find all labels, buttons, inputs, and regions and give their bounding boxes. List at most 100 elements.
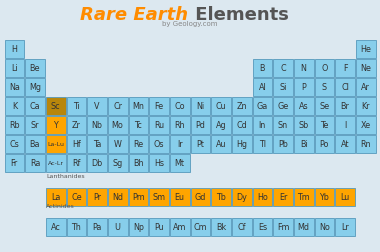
Text: U: U xyxy=(115,222,121,231)
Text: No: No xyxy=(319,222,330,231)
Text: Re: Re xyxy=(133,139,143,148)
Bar xyxy=(46,154,65,172)
Text: Ac: Ac xyxy=(51,222,60,231)
Bar xyxy=(252,59,272,77)
Text: B: B xyxy=(260,64,265,73)
Text: Lu: Lu xyxy=(340,192,350,201)
Text: Cm: Cm xyxy=(193,222,207,231)
Text: In: In xyxy=(259,120,266,130)
Text: Ag: Ag xyxy=(216,120,226,130)
Bar xyxy=(128,218,148,236)
Bar xyxy=(5,135,24,153)
Text: Xe: Xe xyxy=(361,120,371,130)
Bar xyxy=(190,97,210,115)
Bar xyxy=(294,218,314,236)
Bar xyxy=(273,59,293,77)
Text: Fr: Fr xyxy=(11,158,18,167)
Text: S: S xyxy=(322,83,327,92)
Text: Pa: Pa xyxy=(92,222,102,231)
Bar xyxy=(108,188,128,206)
Text: Elements: Elements xyxy=(189,6,289,24)
Text: Es: Es xyxy=(258,222,267,231)
Bar xyxy=(315,188,334,206)
Text: Er: Er xyxy=(279,192,287,201)
Text: Pu: Pu xyxy=(154,222,164,231)
Text: Ba: Ba xyxy=(30,139,40,148)
Text: Rn: Rn xyxy=(360,139,371,148)
Bar xyxy=(170,218,190,236)
Text: Yb: Yb xyxy=(320,192,329,201)
Text: Kr: Kr xyxy=(361,102,370,111)
Text: Zn: Zn xyxy=(236,102,247,111)
Text: Rare Earth: Rare Earth xyxy=(80,6,188,24)
Text: Al: Al xyxy=(258,83,266,92)
Text: Db: Db xyxy=(91,158,103,167)
Text: Hs: Hs xyxy=(154,158,164,167)
Bar xyxy=(128,116,148,134)
Bar xyxy=(356,116,375,134)
Text: Si: Si xyxy=(279,83,287,92)
Text: Np: Np xyxy=(133,222,144,231)
Text: Rb: Rb xyxy=(9,120,20,130)
Bar xyxy=(149,218,169,236)
Bar xyxy=(108,135,128,153)
Bar xyxy=(315,78,334,96)
Bar xyxy=(211,135,231,153)
Bar xyxy=(294,97,314,115)
Bar xyxy=(149,97,169,115)
Text: Tm: Tm xyxy=(297,192,310,201)
Text: N: N xyxy=(301,64,307,73)
Bar xyxy=(46,218,65,236)
Bar xyxy=(315,97,334,115)
Text: Br: Br xyxy=(340,102,350,111)
Text: Ac-Lr: Ac-Lr xyxy=(48,160,64,165)
Text: Hg: Hg xyxy=(236,139,247,148)
Bar xyxy=(149,188,169,206)
Text: Se: Se xyxy=(319,102,329,111)
Bar xyxy=(211,218,231,236)
Text: Ni: Ni xyxy=(196,102,204,111)
Bar xyxy=(190,218,210,236)
Bar xyxy=(190,116,210,134)
Bar xyxy=(87,116,107,134)
Text: Tl: Tl xyxy=(259,139,266,148)
Bar xyxy=(294,135,314,153)
Text: Pr: Pr xyxy=(93,192,101,201)
Bar xyxy=(356,78,375,96)
Bar xyxy=(87,188,107,206)
Text: Md: Md xyxy=(298,222,310,231)
Text: Eu: Eu xyxy=(175,192,185,201)
Bar xyxy=(87,97,107,115)
Bar xyxy=(5,154,24,172)
Text: Ce: Ce xyxy=(71,192,82,201)
Bar xyxy=(335,78,355,96)
Text: Nb: Nb xyxy=(92,120,103,130)
Bar xyxy=(46,188,65,206)
Text: Pm: Pm xyxy=(132,192,145,201)
Text: Nd: Nd xyxy=(112,192,123,201)
Text: Lr: Lr xyxy=(341,222,349,231)
Bar xyxy=(66,97,86,115)
Bar xyxy=(335,59,355,77)
Text: Ne: Ne xyxy=(360,64,371,73)
Bar xyxy=(335,218,355,236)
Text: Tb: Tb xyxy=(216,192,226,201)
Text: Gd: Gd xyxy=(195,192,206,201)
Bar xyxy=(356,59,375,77)
Bar xyxy=(273,135,293,153)
Text: Mo: Mo xyxy=(112,120,124,130)
Bar xyxy=(108,218,128,236)
Bar xyxy=(5,40,24,58)
Text: Na: Na xyxy=(9,83,20,92)
Bar xyxy=(66,135,86,153)
Bar xyxy=(232,218,252,236)
Bar xyxy=(315,135,334,153)
Bar xyxy=(46,135,65,153)
Text: Pb: Pb xyxy=(278,139,288,148)
Text: Fm: Fm xyxy=(277,222,289,231)
Text: C: C xyxy=(280,64,286,73)
Bar xyxy=(232,97,252,115)
Text: Cf: Cf xyxy=(238,222,246,231)
Bar xyxy=(66,218,86,236)
Text: Ta: Ta xyxy=(93,139,101,148)
